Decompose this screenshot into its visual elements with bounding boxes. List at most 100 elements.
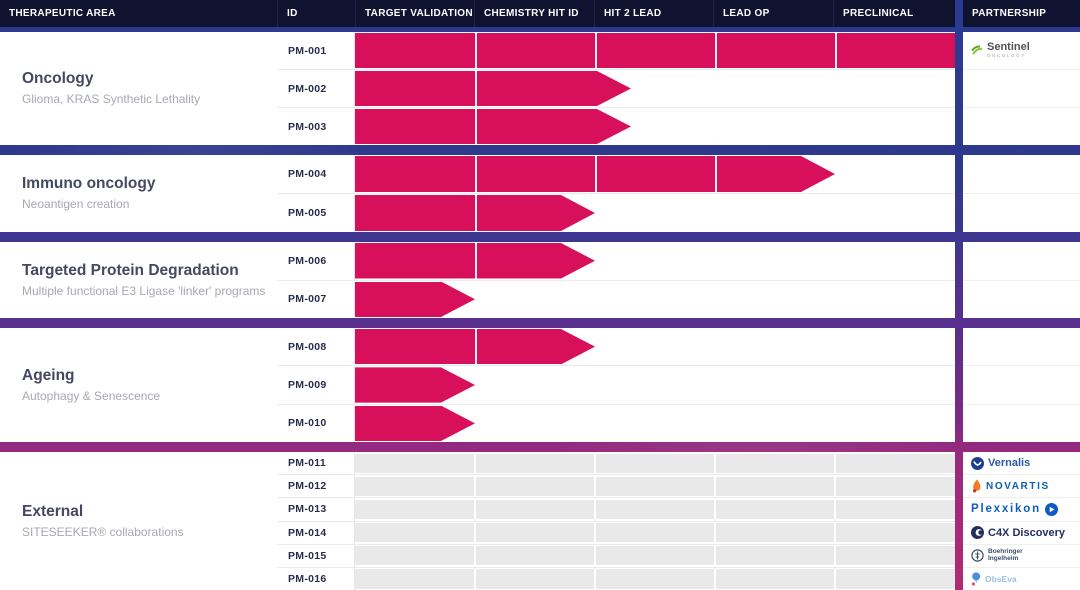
header-lead-op: LEAD OP: [713, 0, 833, 27]
stage-area: [355, 405, 955, 442]
partner-logo-boehringer: Boehringer Ingelheim: [971, 547, 1023, 563]
stage-area: [355, 568, 955, 590]
stage-separator: [475, 195, 477, 231]
program-row: PM-006: [277, 242, 955, 281]
obseva-icon: [971, 572, 981, 586]
header-chemistry-hit-id: CHEMISTRY HIT ID: [474, 0, 594, 27]
external-stage-cell: [716, 546, 834, 566]
partner-label: Boehringer: [988, 547, 1023, 555]
stage-separator: [715, 33, 717, 68]
external-stage-cell: [716, 569, 834, 589]
partner-row: [963, 281, 1080, 319]
program-id: PM-002: [277, 70, 355, 107]
header-preclinical: PRECLINICAL: [833, 0, 955, 27]
program-row: PM-001: [277, 32, 955, 70]
pipeline-bar: [355, 367, 475, 402]
partner-label: Plexxikon: [971, 503, 1041, 516]
external-stage-cell: [355, 499, 474, 520]
program-id: PM-008: [277, 328, 355, 366]
stage-area: [355, 522, 955, 544]
external-stage-cell: [476, 546, 594, 566]
program-row: PM-007: [277, 280, 955, 319]
partner-logo-novartis: NOVARTIS: [971, 479, 1050, 493]
pipeline-bar: [355, 243, 595, 279]
external-stage-cell: [476, 499, 594, 520]
program-id: PM-009: [277, 366, 355, 404]
external-stage-cell: [355, 453, 474, 473]
partner-row: [963, 405, 1080, 442]
stage-area: [355, 281, 955, 319]
partner-label: ObsEva: [985, 573, 1017, 584]
novartis-icon: [972, 479, 981, 493]
external-stage-cells: [355, 498, 955, 520]
external-stage-cell: [476, 523, 594, 543]
stage-area: [355, 70, 955, 107]
header-id: ID: [277, 0, 355, 27]
area-subtitle: Neoantigen creation: [22, 197, 130, 212]
area-title: Oncology: [22, 70, 94, 88]
pipeline-bar: [355, 71, 631, 106]
partner-logo-vernalis: Vernalis: [971, 456, 1031, 470]
stage-area: [355, 155, 955, 193]
external-stage-cell: [836, 569, 955, 589]
program-id: PM-012: [277, 475, 355, 498]
program-id: PM-014: [277, 521, 355, 544]
program-id: PM-011: [277, 452, 355, 475]
external-stage-cell: [596, 569, 714, 589]
stage-separator: [475, 329, 477, 364]
partner-logo-c4x: C4X Discovery: [971, 526, 1065, 540]
program-row: PM-012: [277, 475, 955, 499]
header-partnership-box: PARTNERSHIP: [963, 0, 1080, 27]
area-title: Targeted Protein Degradation: [22, 261, 239, 279]
partner-row: [963, 328, 1080, 367]
partner-row: C4X Discovery: [963, 522, 1080, 545]
program-row: PM-011: [277, 452, 955, 476]
stage-separator: [595, 156, 597, 192]
pipeline-bar: [355, 406, 475, 441]
external-stage-cell: [836, 476, 955, 496]
partnership-panel: [963, 328, 1080, 442]
partnership-panel: Vernalis NOVARTIS Plexxikon C4X Discovery Bo…: [963, 452, 1080, 590]
section-immuno-oncology: Immuno oncology Neoantigen creation PM-004…: [0, 155, 1080, 232]
stage-separator: [475, 109, 477, 144]
stage-separator: [595, 33, 597, 68]
boehringer-ingelheim-icon: [971, 549, 984, 562]
program-id: PM-007: [277, 280, 355, 318]
stage-area: [355, 545, 955, 567]
pipeline-bar: [355, 33, 955, 68]
external-stage-cell: [596, 476, 714, 496]
external-stage-cell: [836, 546, 955, 566]
partner-logo-obseva: ObsEva: [971, 572, 1017, 586]
stage-area: [355, 366, 955, 403]
section-oncology: Oncology Glioma, KRAS Synthetic Lethality…: [0, 32, 1080, 145]
partner-row: Vernalis: [963, 452, 1080, 476]
external-stage-cells: [355, 452, 955, 474]
header-partnership: PARTNERSHIP: [972, 8, 1047, 19]
stage-area: [355, 328, 955, 365]
stage-area: [355, 32, 955, 69]
therapeutic-area-panel: Oncology Glioma, KRAS Synthetic Lethality: [0, 32, 277, 145]
therapeutic-area-panel: External SITESEEKER® collaborations: [0, 452, 277, 590]
header-divider: [955, 0, 963, 27]
area-subtitle: Glioma, KRAS Synthetic Lethality: [22, 92, 201, 107]
partner-label: Vernalis: [988, 457, 1031, 470]
pipeline-bar: [355, 282, 475, 318]
vertical-divider: [955, 32, 963, 145]
external-stage-cell: [836, 523, 955, 543]
external-stage-cell: [596, 453, 714, 473]
external-stage-cell: [716, 523, 834, 543]
program-row: PM-013: [277, 498, 955, 522]
pipeline-bar: [355, 156, 835, 192]
program-rows-panel: PM-004 PM-005: [277, 155, 955, 232]
partnership-panel: [963, 155, 1080, 232]
external-stage-cell: [355, 546, 474, 566]
external-stage-cell: [836, 453, 955, 473]
program-row: PM-005: [277, 194, 955, 232]
external-stage-cell: [355, 476, 474, 496]
area-title: External: [22, 502, 84, 520]
program-id: PM-015: [277, 544, 355, 567]
partner-row: [963, 155, 1080, 194]
pipeline-body: Oncology Glioma, KRAS Synthetic Lethality…: [0, 32, 1080, 590]
partner-row: [963, 70, 1080, 108]
program-id: PM-016: [277, 567, 355, 590]
